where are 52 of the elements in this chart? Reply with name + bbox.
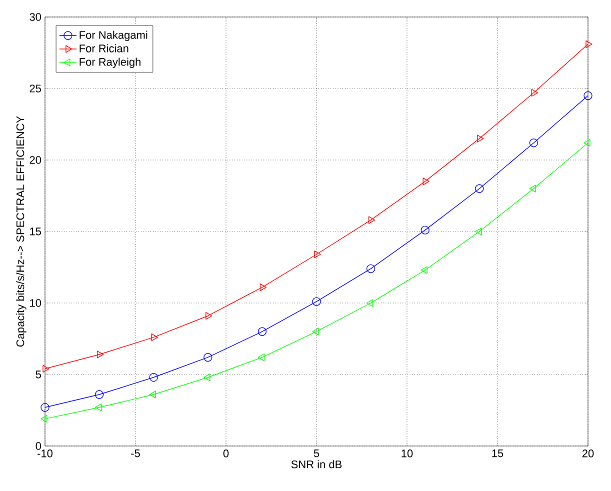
point bbox=[584, 139, 590, 147]
y-tick-label: 25 bbox=[30, 84, 41, 92]
x-axis-title: SNR in dB bbox=[291, 460, 342, 468]
legend-label: For Rayleigh bbox=[80, 58, 140, 68]
point bbox=[149, 390, 156, 398]
point bbox=[475, 184, 484, 193]
point bbox=[204, 374, 210, 382]
y-tick-label: 30 bbox=[30, 13, 42, 21]
y-tick-label: 0 bbox=[36, 442, 42, 450]
point bbox=[204, 352, 212, 362]
point bbox=[366, 264, 376, 274]
point bbox=[94, 390, 104, 399]
x-tick-label: 20 bbox=[582, 450, 594, 458]
legend-label: For Rician bbox=[80, 44, 128, 52]
y-tick-label: 15 bbox=[30, 228, 41, 236]
point bbox=[529, 184, 536, 192]
x-tick-label: -5 bbox=[131, 450, 140, 458]
point bbox=[151, 334, 158, 342]
point bbox=[314, 250, 321, 258]
point bbox=[477, 134, 484, 142]
point bbox=[475, 228, 482, 236]
x-tick-label: 5 bbox=[314, 450, 320, 458]
point bbox=[42, 364, 50, 373]
point bbox=[366, 299, 374, 307]
y-tick-label: 20 bbox=[30, 156, 42, 164]
point bbox=[586, 40, 592, 48]
point bbox=[258, 354, 265, 362]
x-tick-label: 0 bbox=[223, 450, 229, 458]
point bbox=[368, 216, 376, 224]
point bbox=[420, 226, 430, 234]
x-tick-label: -10 bbox=[38, 450, 53, 458]
point bbox=[312, 297, 321, 306]
point bbox=[40, 403, 50, 412]
point bbox=[96, 350, 104, 358]
point bbox=[149, 373, 158, 382]
x-tick-label: 15 bbox=[492, 450, 504, 458]
point bbox=[94, 404, 102, 412]
point bbox=[260, 283, 267, 292]
point bbox=[312, 328, 319, 336]
point bbox=[531, 88, 538, 97]
point bbox=[529, 138, 538, 148]
point bbox=[206, 312, 212, 320]
y-axis-title: Capacity bits/s/Hz--> SPECTRAL EFFICIENCY bbox=[16, 116, 26, 347]
y-tick-label: 10 bbox=[30, 299, 42, 307]
point bbox=[420, 266, 428, 274]
point bbox=[422, 178, 430, 186]
point bbox=[40, 415, 48, 423]
legend-label: For Nakagami bbox=[80, 30, 148, 42]
x-tick-label: 10 bbox=[402, 450, 413, 458]
point bbox=[584, 91, 592, 100]
point bbox=[258, 327, 267, 336]
y-tick-label: 5 bbox=[36, 370, 41, 378]
